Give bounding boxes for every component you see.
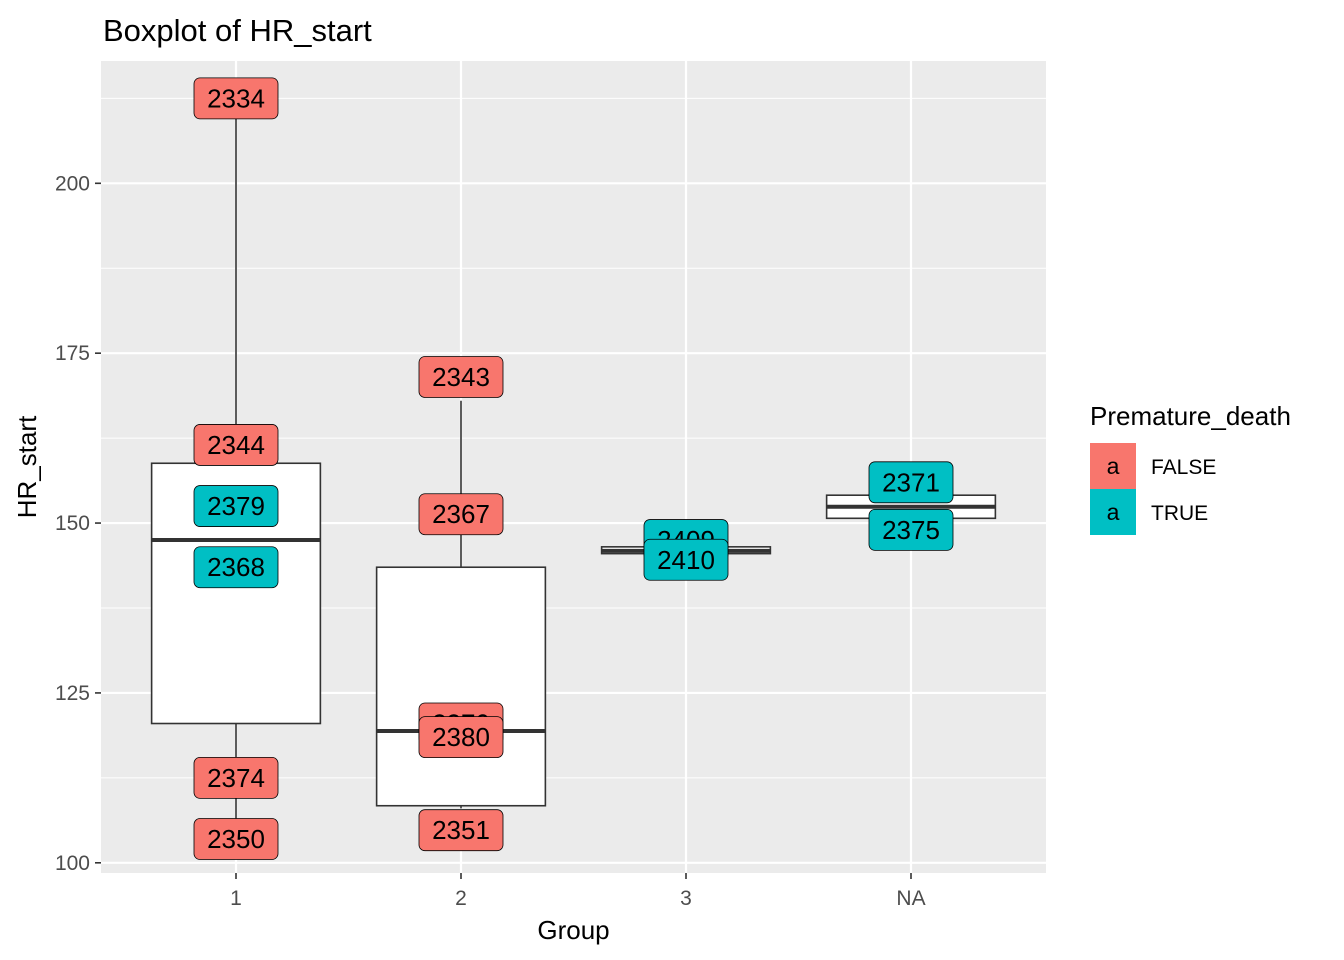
point-label-box (193, 77, 279, 120)
point-label-text: 2371 (882, 467, 940, 497)
point-label-text: 2368 (207, 552, 265, 582)
chart-title: Boxplot of HR_start (103, 13, 372, 48)
point-label: 2371 (868, 461, 954, 504)
y-tick-label: 150 (55, 512, 90, 535)
point-label-box (193, 756, 279, 799)
point-label: 2343 (418, 356, 504, 398)
point-label: 2379 (193, 485, 279, 527)
axes: 100 125 150 175 200 1 2 3 NA (55, 172, 926, 910)
legend-key-glyph: a (1107, 499, 1120, 525)
point-label-box (193, 485, 279, 527)
y-tick-label: 175 (55, 342, 90, 365)
legend-key (1090, 489, 1136, 535)
y-axis-title: HR_start (12, 415, 42, 518)
point-label: 2334 (193, 77, 279, 120)
point-label-text: 2343 (432, 362, 490, 392)
point-label-text: 2367 (432, 499, 490, 529)
point-label: 2351 (418, 809, 504, 852)
x-tick-label: 3 (680, 887, 692, 910)
point-label: 2410 (643, 538, 729, 581)
point-label-text: 2350 (207, 824, 265, 854)
point-label-box (418, 809, 504, 852)
point-label: 2380 (418, 716, 504, 759)
legend-label: FALSE (1151, 456, 1216, 479)
point-label: 2367 (418, 493, 504, 536)
point-label-text: 2374 (207, 763, 265, 793)
point-label-box (868, 461, 954, 504)
point-labels: 2334234423792368237423502343236723702380… (193, 77, 954, 860)
y-tick-label: 200 (55, 172, 90, 195)
y-tick-label: 100 (55, 852, 90, 875)
box-NA (825, 494, 997, 520)
legend-entries: a FALSE a TRUE (1090, 443, 1216, 535)
point-label-text: 2380 (432, 722, 490, 752)
point-label-text: 2334 (207, 83, 265, 113)
point-label-text: 2379 (207, 491, 265, 521)
point-label-box (418, 356, 504, 398)
point-label-box (418, 716, 504, 759)
x-axis-title: Group (537, 915, 609, 945)
point-label-box (868, 508, 954, 551)
point-label-box (418, 493, 504, 536)
x-tick-label: NA (896, 887, 925, 910)
legend-label: TRUE (1151, 502, 1208, 525)
legend-key-glyph: a (1107, 453, 1120, 479)
point-label: 2350 (193, 818, 279, 860)
legend-title: Premature_death (1090, 401, 1291, 431)
point-label: 2375 (868, 508, 954, 551)
point-label-text: 2375 (882, 515, 940, 545)
legend: Premature_death a FALSE a TRUE (1090, 401, 1291, 535)
legend-entry: a TRUE (1090, 489, 1208, 535)
y-tick-label: 125 (55, 682, 90, 705)
point-label-box (643, 538, 729, 581)
x-tick-label: 2 (455, 887, 467, 910)
point-label-box (193, 818, 279, 860)
point-label-text: 2351 (432, 815, 490, 845)
box-iqr (375, 566, 547, 807)
point-label: 2368 (193, 546, 279, 589)
legend-key (1090, 443, 1136, 489)
point-label-box (193, 424, 279, 466)
point-label: 2374 (193, 756, 279, 799)
point-label: 2344 (193, 424, 279, 466)
point-label-text: 2344 (207, 430, 265, 460)
box-2 (375, 400, 547, 809)
point-label-text: 2410 (657, 545, 715, 575)
x-tick-label: 1 (230, 887, 242, 910)
point-label-box (193, 546, 279, 589)
legend-entry: a FALSE (1090, 443, 1216, 489)
